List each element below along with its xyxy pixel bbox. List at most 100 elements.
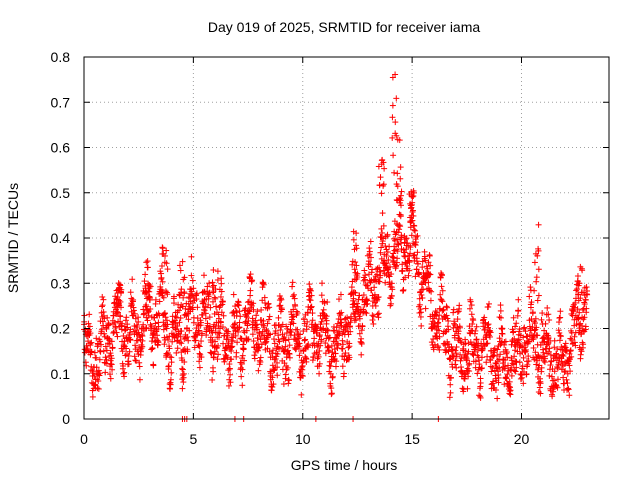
data-point <box>431 341 438 348</box>
data-point <box>236 308 243 315</box>
data-point-peak <box>181 289 188 296</box>
data-point <box>545 334 552 341</box>
data-point <box>332 350 339 357</box>
data-point <box>520 380 527 387</box>
data-point <box>258 341 265 348</box>
data-point <box>530 344 537 351</box>
data-point <box>196 358 203 365</box>
data-point <box>402 274 409 281</box>
data-point <box>379 210 386 217</box>
data-point <box>360 292 367 299</box>
data-point <box>123 345 130 352</box>
data-point <box>179 385 186 392</box>
data-point <box>419 294 426 301</box>
data-point <box>497 302 504 309</box>
data-point <box>226 365 233 372</box>
data-point <box>246 308 253 315</box>
data-point <box>102 343 109 350</box>
data-point <box>321 300 328 307</box>
data-point-peak <box>576 280 583 287</box>
x-tick-label: 15 <box>404 431 420 447</box>
data-point <box>99 303 106 310</box>
data-point <box>277 327 284 334</box>
data-point <box>512 358 519 365</box>
data-point-peak <box>392 119 399 126</box>
data-point <box>455 308 462 315</box>
data-point-peak <box>410 222 417 229</box>
data-point-peak <box>577 263 584 270</box>
data-point <box>529 309 536 316</box>
data-point <box>447 381 454 388</box>
data-point <box>422 305 429 312</box>
data-point <box>165 363 172 370</box>
data-point <box>510 314 517 321</box>
data-point <box>348 284 355 291</box>
data-point <box>275 314 282 321</box>
data-point <box>298 372 305 379</box>
data-point <box>399 261 406 268</box>
data-point <box>83 332 90 339</box>
data-point <box>117 313 124 320</box>
data-point <box>438 272 445 279</box>
data-point <box>522 346 529 353</box>
data-point <box>89 393 96 400</box>
data-point <box>117 304 124 311</box>
data-point <box>155 339 162 346</box>
data-point <box>567 368 574 375</box>
data-point <box>119 348 126 355</box>
data-point <box>465 373 472 380</box>
data-point <box>289 279 296 286</box>
data-point-peak <box>393 196 400 203</box>
data-point-peak <box>146 294 153 301</box>
data-point <box>334 340 341 347</box>
data-point <box>136 359 143 366</box>
data-point <box>296 352 303 359</box>
data-point <box>374 311 381 318</box>
data-point <box>210 368 217 375</box>
data-point <box>112 293 119 300</box>
data-point-peak <box>142 271 149 278</box>
data-point <box>336 310 343 317</box>
data-point <box>139 337 146 344</box>
data-point-peak <box>397 164 404 171</box>
data-point <box>465 348 472 355</box>
data-point <box>264 345 271 352</box>
data-point <box>508 357 515 364</box>
data-point <box>114 333 121 340</box>
data-point <box>127 303 134 310</box>
data-point <box>546 345 553 352</box>
data-point <box>578 348 585 355</box>
data-point <box>446 394 453 401</box>
data-point <box>163 350 170 357</box>
data-point <box>419 264 426 271</box>
data-point <box>291 332 298 339</box>
data-point-peak <box>534 297 541 304</box>
data-point <box>189 306 196 313</box>
data-point <box>214 356 221 363</box>
data-point <box>238 373 245 380</box>
data-point <box>119 320 126 327</box>
data-point <box>150 362 157 369</box>
data-point <box>125 358 132 365</box>
x-axis-label: GPS time / hours <box>291 457 398 473</box>
data-point <box>245 317 252 324</box>
data-point <box>184 348 191 355</box>
data-point <box>195 327 202 334</box>
data-point <box>159 278 166 285</box>
data-point <box>134 324 141 331</box>
data-point <box>388 271 395 278</box>
data-point <box>143 324 150 331</box>
data-point <box>450 306 457 313</box>
data-point <box>445 326 452 333</box>
data-point <box>456 323 463 330</box>
data-point <box>388 292 395 299</box>
data-point <box>407 244 414 251</box>
data-point <box>370 313 377 320</box>
data-point <box>247 292 254 299</box>
data-point <box>95 367 102 374</box>
data-point <box>120 370 127 377</box>
data-point <box>367 261 374 268</box>
data-point <box>539 310 546 317</box>
data-point <box>490 378 497 385</box>
data-point-peak <box>113 296 120 303</box>
